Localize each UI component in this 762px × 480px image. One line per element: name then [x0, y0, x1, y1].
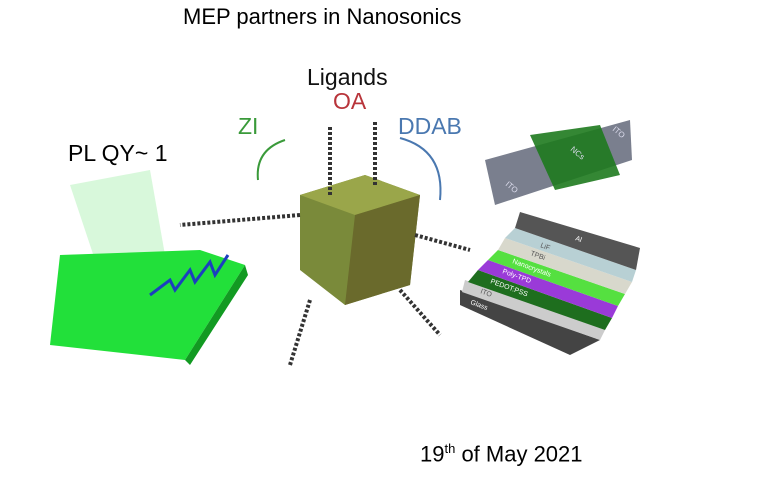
nanocrystal-cube	[300, 175, 420, 305]
pl-film	[50, 170, 248, 365]
ligands-label: Ligands	[307, 64, 388, 90]
date-day: 19	[420, 441, 445, 467]
plqy-label: PL QY~ 1	[68, 140, 168, 166]
ligand-chains	[179, 120, 471, 366]
layer-label-tpbi: TPBi	[529, 250, 546, 262]
ligand-zi-label: ZI	[238, 113, 259, 139]
light-wave-icon	[149, 254, 230, 297]
layer-label-lif: LiF	[539, 242, 551, 252]
device-top-view: ITO NCs ITO	[485, 120, 632, 205]
ligand-ddab-label: DDAB	[398, 113, 462, 139]
zi-arrow-icon	[256, 139, 286, 181]
slide-title: MEP partners in Nanosonics	[183, 4, 462, 29]
slide-date: 19th of May 2021	[420, 441, 583, 467]
layer-label-al: Al	[574, 235, 583, 244]
ligand-oa-label: OA	[333, 88, 367, 114]
ddab-arrow-icon	[399, 137, 442, 201]
date-rest: of May 2021	[455, 441, 583, 467]
device-layer-stack: Al LiF TPBi Nanocrystals Poly-TPD PEDOT:…	[460, 212, 640, 355]
layer-label-ito: ITO	[479, 288, 493, 299]
date-suffix: th	[444, 441, 456, 456]
